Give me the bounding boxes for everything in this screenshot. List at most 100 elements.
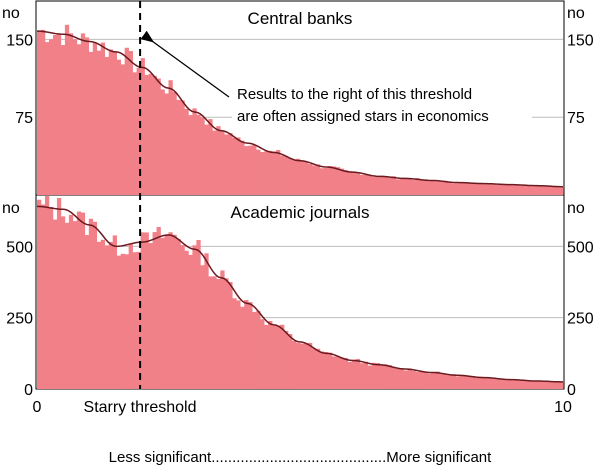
histogram-bar [164, 234, 169, 389]
annotation-text: Results to the right of this threshold a… [237, 86, 489, 125]
histogram-bar [399, 368, 404, 389]
y-tick-label: 0 [567, 382, 576, 399]
histogram-bar [252, 144, 257, 195]
histogram-bar [292, 340, 297, 389]
histogram-bar [140, 58, 145, 195]
histogram-bar [503, 379, 508, 389]
histogram-bar [367, 365, 373, 389]
histogram-bar [507, 380, 512, 389]
histogram-bar [479, 182, 484, 195]
histogram-bar [523, 185, 528, 195]
histogram-bar [515, 184, 520, 195]
histogram-bar [555, 382, 560, 389]
histogram-bar [104, 57, 110, 196]
histogram-bar [443, 374, 448, 389]
histogram-bar [403, 370, 408, 389]
histogram-bar [240, 140, 245, 195]
histogram-bar [475, 183, 480, 195]
histogram-bar [152, 232, 157, 389]
histogram-bar [331, 166, 337, 195]
histogram-bar [224, 134, 229, 195]
histogram-bar [88, 218, 94, 389]
histogram-bar [260, 319, 265, 389]
histogram-bar [112, 235, 117, 389]
significance-caption: Less significant........................… [108, 449, 492, 466]
histogram-bar [216, 126, 221, 195]
histogram-bar [160, 237, 165, 389]
annotation-line-1: Results to the right of this threshold [237, 86, 472, 103]
histogram-bar [347, 361, 353, 389]
histogram-bar [240, 306, 245, 389]
histogram-bar [248, 302, 253, 389]
histogram-bar [76, 44, 82, 195]
histogram-bar [327, 166, 333, 195]
histogram-bar [48, 206, 54, 389]
histogram-bar [136, 67, 141, 195]
histogram-bar [427, 180, 432, 195]
histogram-bar [72, 221, 78, 389]
histogram-bar [136, 251, 141, 389]
histogram-bar [40, 204, 46, 389]
histogram-bar [300, 161, 305, 195]
histogram-bar [172, 234, 177, 389]
histogram-bar [519, 380, 524, 389]
histogram-bar [439, 373, 444, 389]
histogram-bar [64, 24, 70, 195]
threshold-label: Starry threshold [84, 399, 197, 416]
histogram-bar [311, 165, 317, 195]
histogram-bar [48, 39, 54, 196]
histogram-bar [519, 185, 524, 195]
histogram-bar [375, 176, 380, 195]
histogram-bar [56, 33, 62, 195]
top-right-unit-label: no [567, 5, 585, 22]
histogram-bar [120, 253, 125, 389]
histogram-bar [355, 172, 361, 195]
histogram-bar [260, 152, 265, 195]
y-tick-label: 500 [6, 239, 33, 256]
histogram-bar [339, 357, 345, 389]
histogram-bar [176, 239, 181, 389]
y-tick-label: 500 [567, 239, 594, 256]
histogram-bar [248, 145, 253, 195]
histogram-bar [335, 167, 341, 195]
histogram-bar [156, 78, 161, 195]
histogram-bar [359, 363, 365, 389]
histogram-bar [347, 171, 353, 195]
histogram-bar [116, 59, 121, 195]
histogram-bar [483, 184, 488, 195]
histogram-bar [335, 356, 341, 389]
histogram-bar [272, 325, 277, 389]
y-tick-label: 150 [6, 32, 33, 49]
histogram-bar [399, 178, 404, 195]
histogram-bar [288, 158, 293, 195]
histogram-bar [160, 89, 165, 195]
histogram-bar [244, 146, 249, 195]
histogram-bar [507, 184, 512, 195]
histogram-bar [539, 186, 544, 195]
histogram-bar [367, 175, 373, 195]
y-tick-label: 250 [6, 311, 33, 328]
histogram-bar [327, 352, 333, 389]
bottom-smoothed-line [36, 205, 564, 383]
annotation-arrow [140, 30, 230, 98]
histogram-bar [204, 253, 209, 389]
histogram-bar [172, 91, 177, 195]
histogram-bar [212, 130, 217, 195]
histogram-bar [280, 324, 285, 389]
histogram-bar [303, 161, 309, 195]
histogram-bar [200, 117, 205, 195]
histogram-bar [503, 183, 508, 195]
histogram-bar [37, 199, 42, 389]
histogram-bar [208, 276, 213, 389]
y-tick-label: 75 [567, 110, 585, 127]
histogram-bar [447, 182, 452, 195]
histogram-bar [52, 219, 58, 389]
y-tick-label: 0 [24, 382, 33, 399]
histogram-bar [80, 33, 86, 196]
histogram-bar [467, 375, 472, 389]
histogram-bar [491, 378, 496, 389]
histogram-bar [479, 376, 484, 389]
histogram-bar [447, 375, 452, 389]
histogram-bar [92, 42, 98, 196]
histogram-bar [148, 242, 153, 389]
